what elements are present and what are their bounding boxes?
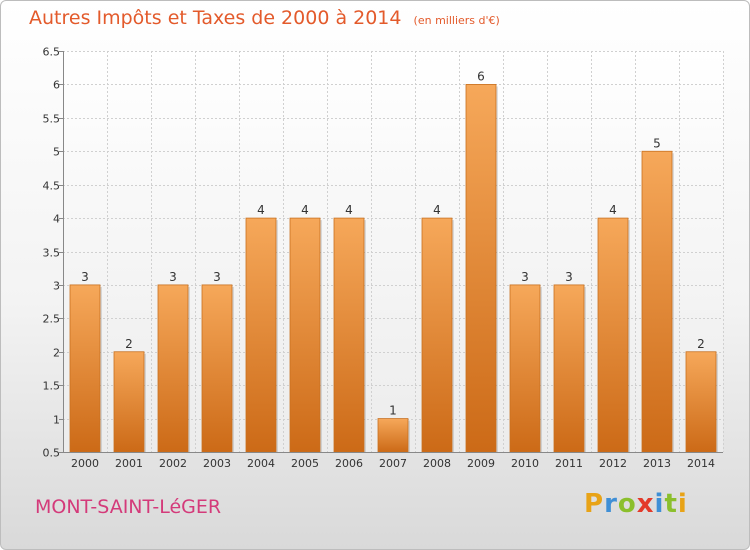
chart-title-text: Autres Impôts et Taxes de 2000 à 2014 — [29, 7, 402, 29]
bar[interactable] — [641, 150, 673, 453]
bar[interactable] — [113, 351, 145, 453]
bar[interactable] — [333, 217, 365, 453]
brand-letter: i — [677, 489, 688, 519]
x-tick-label: 2008 — [423, 457, 451, 470]
y-tick-label: 5 — [53, 146, 60, 159]
bar-value-label: 3 — [169, 270, 177, 284]
grid-lines — [63, 51, 724, 453]
y-tick-label: 6 — [53, 79, 60, 92]
bar-value-label: 3 — [81, 270, 89, 284]
x-tick-label: 2011 — [555, 457, 583, 470]
bar[interactable] — [157, 284, 189, 453]
brand-letter: r — [604, 489, 618, 519]
y-tick-label: 2 — [53, 347, 60, 360]
bar-value-label: 4 — [257, 203, 265, 217]
chart-title: Autres Impôts et Taxes de 2000 à 2014 (e… — [29, 7, 500, 29]
y-tick-label: 1 — [53, 414, 60, 427]
x-tick-label: 2003 — [203, 457, 231, 470]
bar-value-label: 2 — [125, 337, 133, 351]
bar[interactable] — [421, 217, 453, 453]
bars: 3 2 3 3 4 4 4 1 4 6 3 3 4 5 2 — [69, 69, 718, 453]
brand-letter: x — [636, 489, 655, 519]
bar[interactable] — [509, 284, 541, 453]
y-tick-label: 4 — [53, 213, 60, 226]
bar-value-label: 6 — [477, 69, 485, 83]
brand-letter: t — [664, 489, 678, 519]
brand-letter: o — [617, 489, 637, 519]
bar-value-label: 3 — [213, 270, 221, 284]
bar-value-label: 4 — [609, 203, 617, 217]
y-tick-label: 4.5 — [43, 180, 61, 193]
x-tick-label: 2010 — [511, 457, 539, 470]
x-tick-label: 2009 — [467, 457, 495, 470]
bar-value-label: 4 — [345, 203, 353, 217]
y-tick-label: 2.5 — [43, 313, 61, 326]
y-tick-label: 5.5 — [43, 113, 61, 126]
x-tick-label: 2006 — [335, 457, 363, 470]
bar[interactable] — [597, 217, 629, 453]
bar-value-label: 5 — [653, 136, 661, 150]
x-tick-label: 2014 — [687, 457, 715, 470]
bar-value-label: 3 — [521, 270, 529, 284]
brand-letter: i — [654, 489, 665, 519]
x-tick-label: 2001 — [115, 457, 143, 470]
bar[interactable] — [201, 284, 233, 453]
x-tick-label: 2012 — [599, 457, 627, 470]
x-tick-label: 2002 — [159, 457, 187, 470]
brand-logo[interactable]: Proxiti — [584, 489, 688, 519]
x-tick-label: 2005 — [291, 457, 319, 470]
y-tick-label: 0.5 — [43, 447, 61, 460]
y-tick-label: 3 — [53, 280, 60, 293]
bar[interactable] — [377, 418, 409, 453]
bar[interactable] — [69, 284, 101, 453]
x-tick-label: 2013 — [643, 457, 671, 470]
bar-value-label: 4 — [433, 203, 441, 217]
brand-letter: P — [584, 489, 605, 519]
bar-value-label: 3 — [565, 270, 573, 284]
bar-value-label: 4 — [301, 203, 309, 217]
bar[interactable] — [685, 351, 717, 453]
axes: 0.5 1 1.5 2 2.5 3 3.5 4 4.5 5 5.5 6 6.5 2000 2001 2002 2… — [43, 46, 723, 470]
city-name: MONT-SAINT-LéGER — [35, 496, 222, 518]
y-tick-label: 1.5 — [43, 380, 61, 393]
bar[interactable] — [553, 284, 585, 453]
x-tick-label: 2007 — [379, 457, 407, 470]
chart-subtitle: (en milliers d'€) — [413, 14, 500, 27]
x-tick-label: 2000 — [71, 457, 99, 470]
bar-value-label: 2 — [697, 337, 705, 351]
bar[interactable] — [245, 217, 277, 453]
y-tick-label: 3.5 — [43, 247, 61, 260]
y-tick-label: 6.5 — [43, 46, 61, 59]
bar[interactable] — [289, 217, 321, 453]
x-tick-label: 2004 — [247, 457, 275, 470]
bar-value-label: 1 — [389, 404, 397, 418]
bar[interactable] — [465, 84, 497, 453]
